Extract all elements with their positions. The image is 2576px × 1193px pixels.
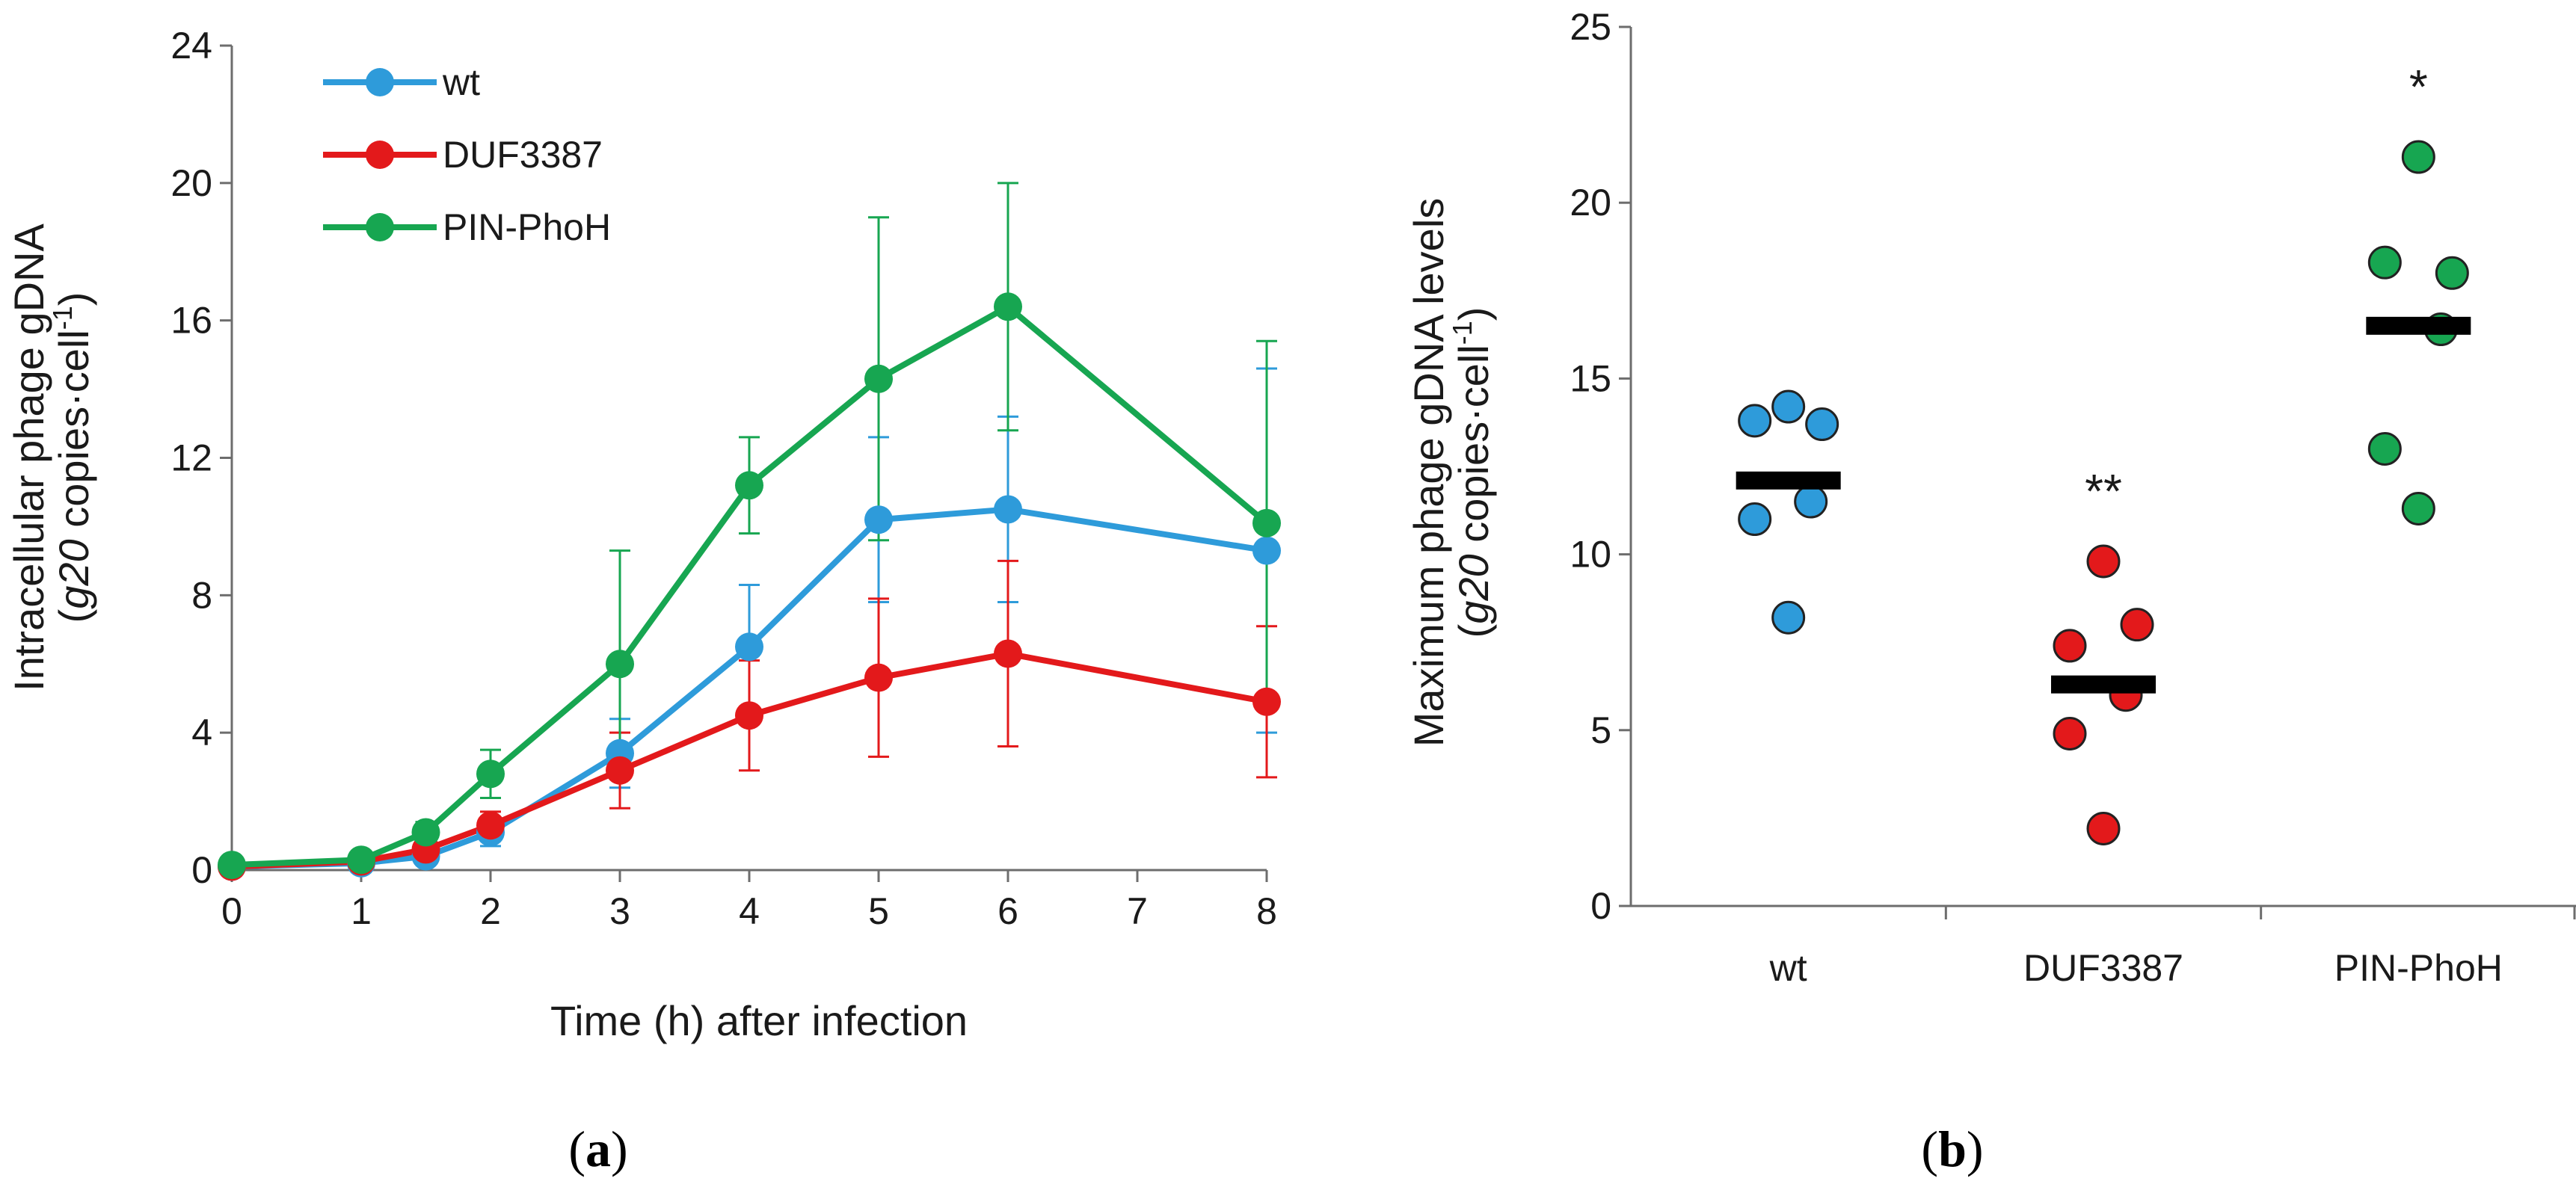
- data-point-pin-phoh: [2435, 256, 2469, 290]
- data-point-wt: [1738, 502, 1772, 537]
- panel-a-y-tick-label: 16: [170, 300, 212, 342]
- panel-a-y-tick-label: 12: [170, 437, 212, 479]
- data-point-duf3387: [2120, 608, 2154, 642]
- data-point-duf3387: [994, 639, 1022, 668]
- data-point-duf3387: [735, 701, 763, 730]
- data-point-pin-phoh: [411, 818, 440, 847]
- panel-b-y-tick-label: 20: [1570, 182, 1611, 224]
- data-point-duf3387: [864, 663, 893, 692]
- panel-a-x-tick-label: 3: [609, 890, 630, 932]
- legend-marker-pin-phoh: [366, 213, 394, 241]
- legend-label-pin-phoh: PIN-PhoH: [443, 206, 611, 248]
- panel-b-y-tick-label: 10: [1570, 534, 1611, 576]
- data-point-pin-phoh: [476, 759, 505, 789]
- data-point-pin-phoh: [2401, 140, 2435, 174]
- data-point-duf3387: [476, 811, 505, 840]
- panel-a-x-tick-label: 4: [739, 890, 760, 932]
- panel-b-label: (b): [1921, 1120, 1983, 1177]
- panel-b-category-label: wt: [1769, 947, 1807, 989]
- legend-label-wt: wt: [442, 61, 480, 103]
- panel-a-x-tick-label: 8: [1256, 890, 1277, 932]
- data-point-pin-phoh: [218, 851, 246, 880]
- panel-a-x-tick-label: 7: [1127, 890, 1148, 932]
- panel-a-label: (a): [568, 1120, 627, 1177]
- data-point-duf3387: [2053, 717, 2087, 751]
- panel-a-y-tick-label: 0: [191, 849, 212, 891]
- mean-bar-duf3387: [2051, 675, 2156, 694]
- legend-label-duf3387: DUF3387: [443, 134, 603, 176]
- data-point-duf3387: [2053, 629, 2087, 663]
- data-point-duf3387: [1252, 687, 1281, 716]
- panel-b-y-tick-label: 15: [1570, 357, 1611, 399]
- panel-a-y-axis-label-line1: Intracellular phage gDNA: [5, 224, 52, 691]
- data-point-wt: [1771, 600, 1806, 635]
- panel-a-y-tick-label: 24: [170, 25, 212, 67]
- mean-bar-wt: [1736, 471, 1841, 490]
- panel-b-y-tick-label: 25: [1570, 6, 1611, 48]
- panel-a-y-tick-label: 20: [170, 162, 212, 204]
- data-point-duf3387: [2086, 544, 2121, 579]
- data-point-wt: [1805, 407, 1839, 442]
- panel-a-x-tick-label: 1: [351, 890, 372, 932]
- mean-bar-pin-phoh: [2366, 316, 2471, 335]
- panel-b-category-label: PIN-PhoH: [2334, 947, 2503, 989]
- panel-a-x-tick-label: 6: [997, 890, 1018, 932]
- data-point-wt: [1771, 389, 1806, 424]
- panel-b-y-tick-label: 5: [1590, 709, 1611, 751]
- panel-a-x-tick-label: 5: [868, 890, 889, 932]
- data-point-pin-phoh: [1252, 508, 1281, 537]
- significance-label-duf3387: **: [2085, 464, 2122, 518]
- significance-label-pin-phoh: *: [2409, 60, 2428, 114]
- data-point-pin-phoh: [735, 471, 763, 500]
- data-point-pin-phoh: [2401, 491, 2435, 525]
- panel-a-y-tick-label: 8: [191, 574, 212, 616]
- panel-a-x-tick-label: 0: [221, 890, 242, 932]
- data-point-wt: [994, 495, 1022, 524]
- data-point-wt: [735, 632, 763, 662]
- panel-a-y-tick-label: 4: [191, 712, 212, 753]
- data-point-wt: [1252, 536, 1281, 565]
- data-point-pin-phoh: [2367, 245, 2402, 280]
- data-point-pin-phoh: [606, 650, 634, 679]
- data-point-pin-phoh: [2367, 431, 2402, 466]
- panel-a-x-tick-label: 2: [480, 890, 501, 932]
- data-point-wt: [1794, 484, 1828, 519]
- data-point-duf3387: [2086, 812, 2121, 846]
- data-point-pin-phoh: [864, 364, 893, 393]
- panel-b-y-axis-label-line1: Maximum phage gDNA levels: [1405, 198, 1452, 747]
- data-point-duf3387: [606, 756, 634, 785]
- data-point-pin-phoh: [347, 845, 375, 875]
- panel-a-y-axis-label-line2: (g20 copies·cell-1): [47, 292, 97, 623]
- data-point-pin-phoh: [994, 292, 1022, 321]
- panel-b-y-axis-label-line2: (g20 copies·cell-1): [1447, 307, 1497, 638]
- panel-a-x-axis-label: Time (h) after infection: [550, 997, 968, 1044]
- data-point-wt: [1738, 404, 1772, 438]
- panel-b-y-tick-label: 0: [1590, 885, 1611, 927]
- legend-marker-wt: [366, 68, 394, 96]
- legend-marker-duf3387: [366, 141, 394, 169]
- data-point-wt: [864, 505, 893, 534]
- panel-b-category-label: DUF3387: [2023, 947, 2183, 989]
